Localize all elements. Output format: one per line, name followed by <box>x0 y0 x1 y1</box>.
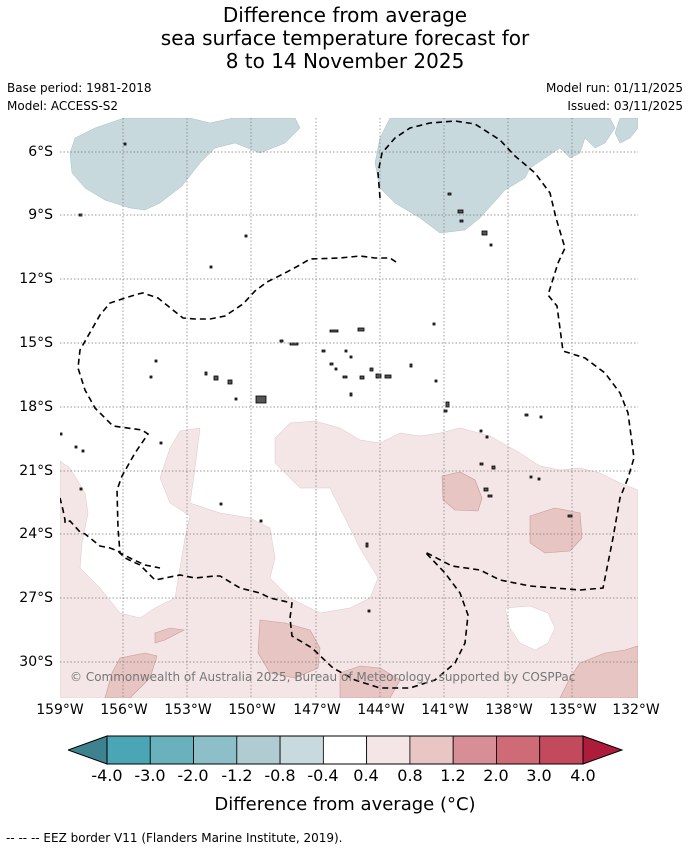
x-tick-label: 144°W <box>357 702 405 718</box>
model-name: Model: ACCESS-S2 <box>7 99 119 113</box>
y-tick-label: 21°S <box>19 463 53 479</box>
model-run: Model run: 01/11/2025 <box>545 81 683 95</box>
y-tick-label: 24°S <box>19 526 53 542</box>
eez-border <box>60 120 635 689</box>
copyright-notice: © Commonwealth of Australia 2025, Bureau… <box>70 670 575 684</box>
x-tick-label: 138°W <box>485 702 533 718</box>
x-tick-label: 150°W <box>228 702 276 718</box>
colorbar-tick: 3.0 <box>526 766 552 785</box>
y-tick-label: 30°S <box>19 654 53 670</box>
title-line-3: 8 to 14 November 2025 <box>225 49 465 73</box>
y-tick-label: 6°S <box>28 144 53 160</box>
colorbar-tick: -3.0 <box>134 766 166 785</box>
y-tick-label: 15°S <box>19 335 53 351</box>
warm-anomaly-light <box>60 420 638 698</box>
colorbar-segment <box>452 735 497 765</box>
x-tick-label: 135°W <box>549 702 597 718</box>
eez-border-2 <box>77 255 397 569</box>
issued-date: Issued: 03/11/2025 <box>567 99 683 113</box>
colorbar-tick: -0.8 <box>264 766 296 785</box>
near-normal-gaps <box>504 605 556 651</box>
colorbar-label: Difference from average (°C) <box>214 794 476 815</box>
colorbar-under-triangle <box>68 735 108 765</box>
colorbar-segment <box>236 735 281 765</box>
colorbar-tick: 0.8 <box>397 766 423 785</box>
map-gridlines <box>60 118 638 698</box>
colorbar-segment <box>322 735 368 765</box>
colorbar-tick: 2.0 <box>483 766 509 785</box>
colorbar-segment <box>279 735 324 765</box>
x-tick-label: 141°W <box>421 702 469 718</box>
colorbar-segment <box>539 735 584 765</box>
colorbar-segment <box>193 735 238 765</box>
title-line-2: sea surface temperature forecast for <box>160 26 530 50</box>
sst-anomaly-map: © Commonwealth of Australia 2025, Bureau… <box>60 118 638 698</box>
chart-title: Difference from average sea surface temp… <box>0 4 690 73</box>
colorbar-tick: 4.0 <box>570 766 596 785</box>
colorbar-tick: -4.0 <box>91 766 123 785</box>
colorbar-tick: -2.0 <box>177 766 209 785</box>
x-tick-label: 147°W <box>293 702 341 718</box>
y-tick-label: 9°S <box>28 207 53 223</box>
y-tick-label: 27°S <box>19 590 53 606</box>
x-tick-label: 153°W <box>164 702 212 718</box>
islands <box>60 142 573 613</box>
base-period: Base period: 1981-2018 <box>7 81 152 95</box>
colorbar-tick: 1.2 <box>440 766 466 785</box>
meta-left: Base period: 1981-2018 Model: ACCESS-S2 <box>7 79 152 115</box>
colorbar-tick: -0.4 <box>307 766 339 785</box>
y-tick-label: 12°S <box>19 271 53 287</box>
colorbar-segment <box>496 735 541 765</box>
colorbar <box>68 735 624 765</box>
colorbar-over-triangle <box>582 735 624 765</box>
warm-anomaly-medium <box>104 471 638 698</box>
eez-footnote: -- -- -- EEZ border V11 (Flanders Marine… <box>6 831 343 845</box>
title-line-1: Difference from average <box>222 3 468 27</box>
colorbar-segment <box>409 735 454 765</box>
colorbar-segment <box>106 735 151 765</box>
x-tick-label: 132°W <box>612 702 660 718</box>
y-tick-label: 18°S <box>19 399 53 415</box>
colorbar-tick: 0.4 <box>353 766 379 785</box>
cool-anomaly-regions <box>69 118 638 234</box>
x-tick-label: 159°W <box>36 702 84 718</box>
colorbar-segment <box>149 735 194 765</box>
colorbar-segments <box>106 735 584 765</box>
colorbar-tick: -1.2 <box>221 766 253 785</box>
x-tick-label: 156°W <box>100 702 148 718</box>
meta-right: Model run: 01/11/2025 Issued: 03/11/2025 <box>546 79 683 115</box>
colorbar-segment <box>366 735 411 765</box>
